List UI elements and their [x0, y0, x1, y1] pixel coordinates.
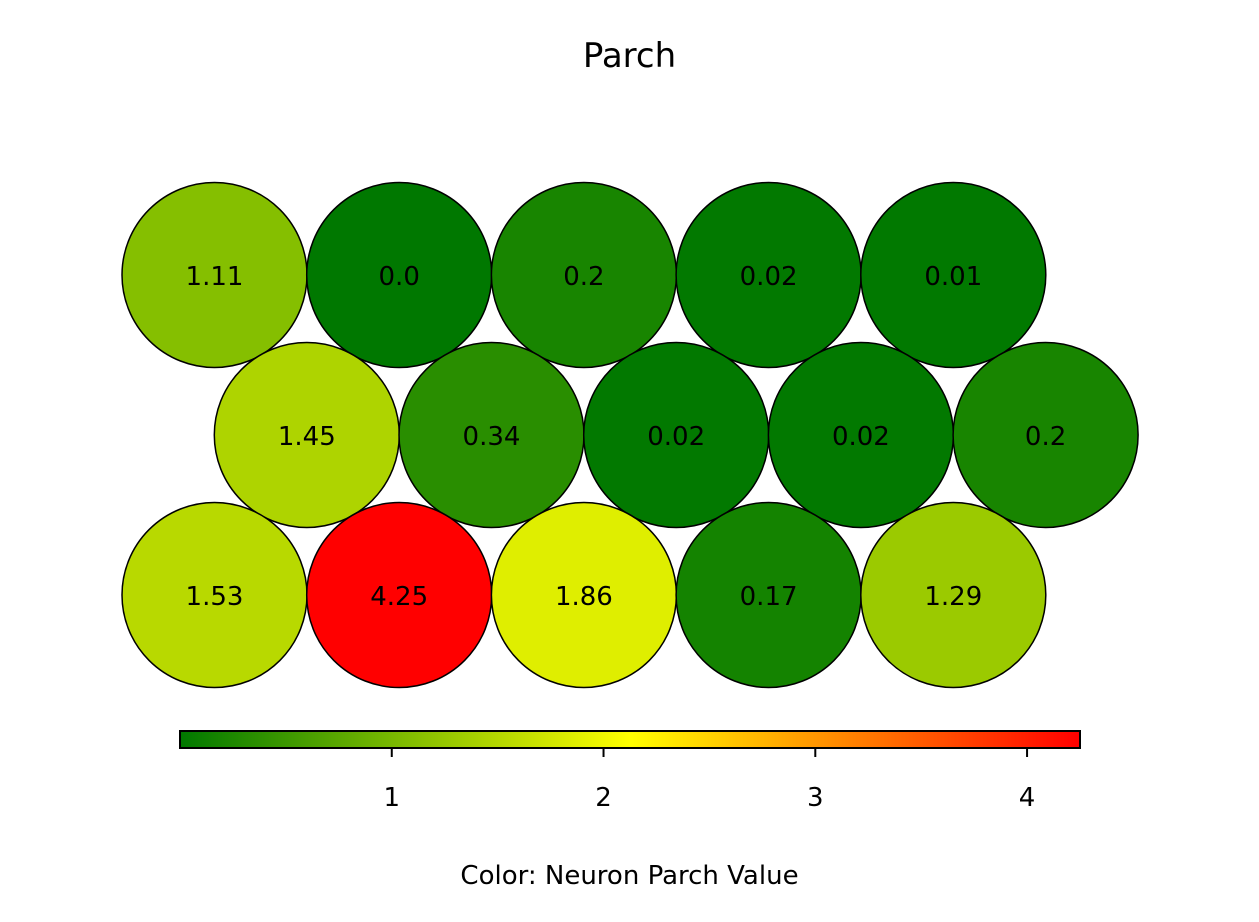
- neuron-cell-value: 0.01: [924, 262, 982, 292]
- neuron-cell-value: 1.53: [186, 582, 244, 612]
- neuron-cell-circle: [952, 341, 1139, 529]
- neuron-cell-value: 0.02: [832, 422, 890, 452]
- neuron-cell: 4.25: [305, 501, 493, 689]
- neuron-grid: 1.11 0.0 0.2 0.02 0.01 1.45 0.34 0.02 0.02 0.2 1.5…: [121, 181, 1139, 689]
- neuron-cell: 0.0: [305, 181, 493, 369]
- neuron-cell: 0.02: [675, 181, 862, 369]
- colorbar-tick-label: 2: [595, 783, 612, 813]
- neuron-cell-value: 0.34: [463, 422, 521, 452]
- neuron-cell: 1.53: [121, 501, 308, 689]
- neuron-cell-value: 4.25: [370, 582, 428, 612]
- colorbar: 1 2 3 4: [179, 730, 1081, 813]
- chart-title: Parch: [583, 36, 676, 76]
- neuron-cell-value: 0.0: [379, 262, 420, 292]
- neuron-cell-value: 1.86: [555, 582, 613, 612]
- neuron-cell-circle: [860, 181, 1047, 369]
- colorbar-gradient: [179, 730, 1081, 749]
- colorbar-ticks: 1 2 3 4: [383, 748, 1035, 813]
- neuron-cell: 1.29: [860, 501, 1047, 689]
- neuron-cell: 0.34: [398, 341, 585, 529]
- neuron-cell: 0.2: [952, 341, 1139, 529]
- neuron-cell-value: 0.02: [647, 422, 705, 452]
- neuron-cell: 0.02: [582, 341, 770, 529]
- colorbar-tick-label: 3: [807, 783, 824, 813]
- neuron-cell: 0.01: [860, 181, 1047, 369]
- neuron-cell-value: 0.2: [1025, 422, 1066, 452]
- neuron-cell: 1.45: [213, 341, 401, 529]
- neuron-cell: 0.17: [675, 501, 862, 689]
- colorbar-tick-label: 1: [383, 783, 400, 813]
- neuron-cell: 1.11: [121, 181, 308, 369]
- neuron-cell: 0.2: [490, 181, 678, 369]
- neuron-cell-value: 0.17: [740, 582, 798, 612]
- neuron-cell-circle: [860, 501, 1047, 689]
- neuron-cell: 0.02: [767, 341, 955, 529]
- neuron-cell-value: 1.29: [924, 582, 982, 612]
- neuron-cell: 1.86: [490, 501, 678, 689]
- neuron-cell-value: 1.11: [186, 262, 244, 292]
- neuron-cell-value: 1.45: [278, 422, 336, 452]
- colorbar-tick-label: 4: [1019, 783, 1036, 813]
- colorbar-label: Color: Neuron Parch Value: [460, 861, 798, 891]
- neuron-cell-value: 0.2: [563, 262, 604, 292]
- neuron-cell-value: 0.02: [740, 262, 798, 292]
